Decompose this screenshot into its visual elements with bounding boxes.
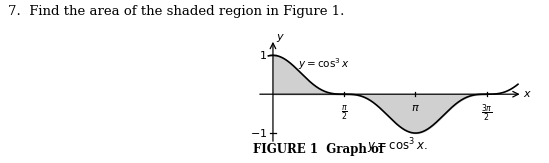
Text: $-1$: $-1$ bbox=[250, 127, 267, 139]
Text: $\frac{3\pi}{2}$: $\frac{3\pi}{2}$ bbox=[481, 103, 492, 124]
Text: FIGURE 1  Graph of: FIGURE 1 Graph of bbox=[253, 143, 388, 156]
Text: $\frac{\pi}{2}$: $\frac{\pi}{2}$ bbox=[341, 103, 348, 122]
Text: $x$: $x$ bbox=[523, 89, 533, 99]
Text: 7.  Find the area of the shaded region in Figure 1.: 7. Find the area of the shaded region in… bbox=[8, 5, 345, 18]
Text: $y = \cos^3 x.$: $y = \cos^3 x.$ bbox=[367, 137, 427, 156]
Text: $\pi$: $\pi$ bbox=[411, 103, 420, 113]
Text: $y = \cos^3 x$: $y = \cos^3 x$ bbox=[298, 56, 350, 72]
Text: $1$: $1$ bbox=[259, 49, 267, 61]
Text: $y$: $y$ bbox=[276, 32, 285, 44]
